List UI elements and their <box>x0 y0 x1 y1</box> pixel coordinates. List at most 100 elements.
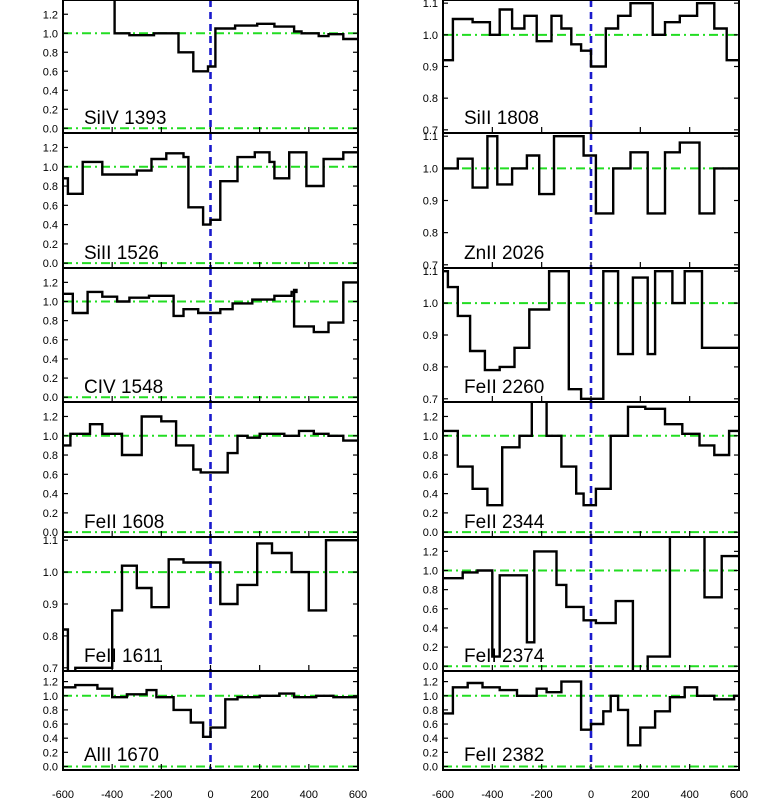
ytick-label-1-3-4: 0.8 <box>423 450 438 462</box>
ion-label-1-0: SiII 1808 <box>464 108 539 129</box>
ytick-label-1-1-3: 1.0 <box>423 163 438 175</box>
ytick-label-0-2-3: 0.6 <box>43 335 58 347</box>
xtick-label-1-2: -200 <box>531 789 553 801</box>
spectrum-0-0 <box>113 0 358 73</box>
ytick-label-1-2-3: 1.0 <box>423 298 438 310</box>
spectrum-1-5 <box>443 680 739 747</box>
spectrum-0-4 <box>63 539 358 671</box>
ion-label-1-1: ZnII 2026 <box>464 243 544 264</box>
ytick-label-1-5-3: 0.6 <box>423 719 438 731</box>
ytick-label-0-2-2: 0.4 <box>43 354 58 366</box>
ytick-label-1-1-4: 1.1 <box>423 131 438 143</box>
ytick-label-0-4-1: 0.8 <box>43 631 58 643</box>
ytick-label-1-4-1: 0.2 <box>423 642 438 654</box>
ytick-label-0-0-4: 0.8 <box>43 47 58 59</box>
ytick-label-0-3-2: 0.4 <box>43 489 58 501</box>
ytick-label-0-0-0: 0.0 <box>43 123 58 135</box>
spectrum-1-0 <box>443 2 739 68</box>
ytick-label-1-1-0: 0.7 <box>423 260 438 272</box>
ytick-label-0-1-0: 0.0 <box>43 258 58 270</box>
ytick-label-0-0-2: 0.4 <box>43 85 58 97</box>
ytick-label-1-4-5: 1.0 <box>423 566 438 578</box>
ytick-label-1-4-0: 0.0 <box>423 661 438 673</box>
ytick-label-0-1-6: 1.2 <box>43 142 58 154</box>
ion-label-0-4: FeII 1611 <box>84 646 163 667</box>
spectrum-0-2 <box>63 281 358 334</box>
spectrum-0-5 <box>63 683 358 738</box>
ion-label-1-2: FeII 2260 <box>464 377 544 398</box>
xtick-label-1-6: 600 <box>730 789 748 801</box>
ytick-label-0-0-1: 0.2 <box>43 104 58 116</box>
xtick-label-1-1: -400 <box>481 789 503 801</box>
xtick-label-1-3: 0 <box>588 789 594 801</box>
ytick-label-1-5-6: 1.2 <box>423 677 438 689</box>
ytick-label-0-4-3: 1.0 <box>43 567 58 579</box>
spectrum-1-2 <box>443 270 739 400</box>
xtick-label-0-5: 400 <box>300 789 318 801</box>
ytick-label-0-5-2: 0.4 <box>43 733 58 745</box>
ion-label-0-3: FeII 1608 <box>84 512 164 533</box>
xtick-label-0-4: 200 <box>250 789 268 801</box>
ion-label-0-1: SiII 1526 <box>84 243 159 264</box>
ion-label-0-2: CIV 1548 <box>84 377 163 398</box>
ytick-label-0-5-0: 0.0 <box>43 761 58 773</box>
ion-label-1-4: FeII 2374 <box>464 646 545 667</box>
xtick-label-1-5: 400 <box>680 789 698 801</box>
ion-label-0-5: AlII 1670 <box>84 745 159 766</box>
ytick-label-1-1-2: 0.9 <box>423 196 438 208</box>
ytick-label-0-5-3: 0.6 <box>43 719 58 731</box>
ytick-label-1-0-4: 1.1 <box>423 0 438 10</box>
ytick-label-0-5-5: 1.0 <box>43 691 58 703</box>
xtick-label-0-2: -200 <box>150 789 172 801</box>
ytick-label-1-3-0: 0.0 <box>423 527 438 539</box>
ytick-label-0-3-1: 0.2 <box>43 508 58 520</box>
ytick-label-0-1-2: 0.4 <box>43 220 58 232</box>
ytick-label-0-5-4: 0.8 <box>43 705 58 717</box>
ytick-label-0-3-5: 1.0 <box>43 431 58 443</box>
ytick-label-0-4-4: 1.1 <box>43 535 58 547</box>
ytick-label-0-1-1: 0.2 <box>43 239 58 251</box>
ytick-label-0-4-0: 0.7 <box>43 663 58 675</box>
ytick-label-1-0-1: 0.8 <box>423 93 438 105</box>
ytick-label-1-5-4: 0.8 <box>423 705 438 717</box>
ytick-label-1-2-1: 0.8 <box>423 362 438 374</box>
ytick-label-0-3-0: 0.0 <box>43 527 58 539</box>
ytick-label-0-4-2: 0.9 <box>43 599 58 611</box>
ytick-label-1-2-4: 1.1 <box>423 266 438 278</box>
xtick-label-0-6: 600 <box>349 789 367 801</box>
ytick-label-0-2-0: 0.0 <box>43 392 58 404</box>
xtick-label-0-0: -600 <box>52 789 74 801</box>
ion-label-1-5: FeII 2382 <box>464 745 544 766</box>
ytick-label-1-5-5: 1.0 <box>423 691 438 703</box>
ion-label-1-3: FeII 2344 <box>464 512 545 533</box>
spectrum-1-1 <box>443 134 739 215</box>
ytick-label-0-1-5: 1.0 <box>43 162 58 174</box>
ytick-label-0-2-5: 1.0 <box>43 297 58 309</box>
ytick-label-0-1-4: 0.8 <box>43 181 58 193</box>
spectrum-1-4 <box>443 537 739 671</box>
ytick-label-1-3-5: 1.0 <box>423 431 438 443</box>
ytick-label-1-4-3: 0.6 <box>423 604 438 616</box>
panel-frame-0-5 <box>62 670 359 771</box>
xtick-label-1-0: -600 <box>432 789 454 801</box>
ytick-label-0-2-6: 1.2 <box>43 277 58 289</box>
ytick-label-0-2-1: 0.2 <box>43 373 58 385</box>
ytick-label-0-2-4: 0.8 <box>43 316 58 328</box>
spectrum-0-1 <box>63 151 358 226</box>
spectrum-1-3 <box>443 402 739 507</box>
ytick-label-0-3-4: 0.8 <box>43 450 58 462</box>
panel-frame-1-5 <box>442 670 740 771</box>
xtick-label-0-1: -400 <box>101 789 123 801</box>
ytick-label-1-5-2: 0.4 <box>423 733 438 745</box>
xtick-label-1-4: 200 <box>631 789 649 801</box>
ytick-label-1-0-3: 1.0 <box>423 30 438 42</box>
ytick-label-0-0-3: 0.6 <box>43 66 58 78</box>
ytick-label-1-5-0: 0.0 <box>423 761 438 773</box>
ytick-label-1-2-0: 0.7 <box>423 394 438 406</box>
ytick-label-1-4-6: 1.2 <box>423 546 438 558</box>
xtick-label-0-3: 0 <box>207 789 213 801</box>
ytick-label-1-3-2: 0.4 <box>423 489 438 501</box>
ytick-label-0-0-6: 1.2 <box>43 9 58 21</box>
ytick-label-1-5-1: 0.2 <box>423 747 438 759</box>
